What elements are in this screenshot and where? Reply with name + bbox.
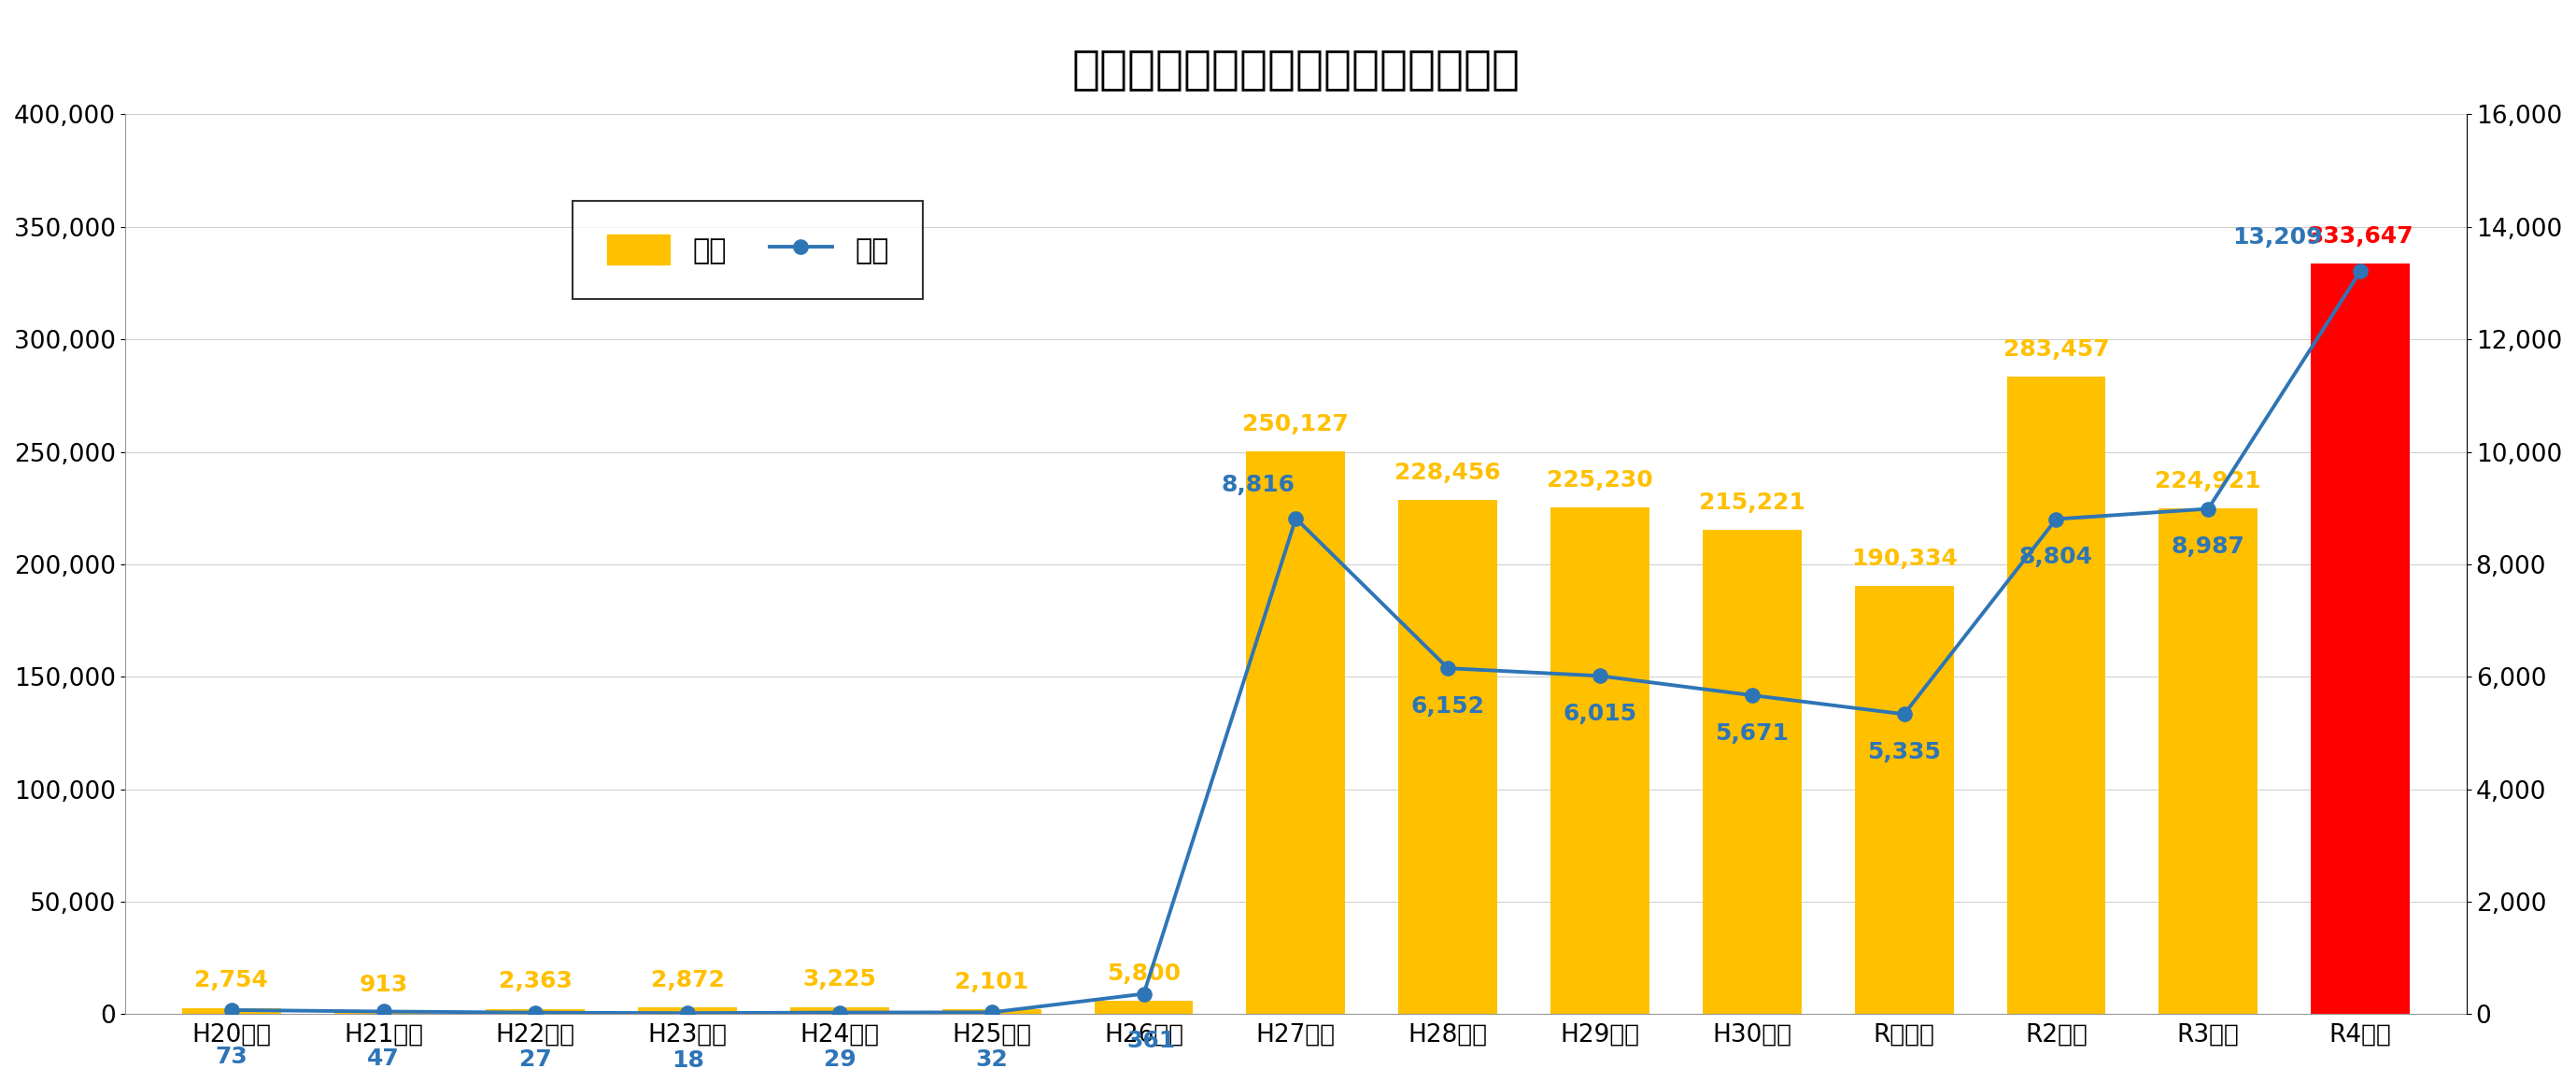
Text: 73: 73 [216, 1046, 247, 1069]
Text: 250,127: 250,127 [1242, 413, 1350, 435]
Bar [1247, 452, 1345, 1014]
Text: 5,335: 5,335 [1868, 741, 1940, 764]
Title: 制度開始以降の寄付件数・寄付金額: 制度開始以降の寄付件数・寄付金額 [1072, 47, 1520, 91]
Text: 27: 27 [520, 1048, 551, 1071]
Bar [1551, 508, 1649, 1014]
Text: 29: 29 [824, 1048, 855, 1071]
Text: 18: 18 [672, 1049, 703, 1071]
Bar [183, 1008, 281, 1014]
Bar [335, 1013, 433, 1014]
Text: 224,921: 224,921 [2156, 470, 2262, 492]
Text: 6,015: 6,015 [1564, 703, 1636, 726]
Bar [639, 1007, 737, 1014]
Bar [1399, 500, 1497, 1014]
Text: 2,363: 2,363 [500, 970, 572, 993]
Text: 2,754: 2,754 [196, 969, 268, 992]
Bar [1703, 530, 1801, 1014]
Text: 13,209: 13,209 [2233, 226, 2324, 249]
Text: 32: 32 [976, 1048, 1007, 1071]
Bar [2159, 508, 2257, 1014]
Text: 190,334: 190,334 [1852, 547, 1958, 570]
Text: 3,225: 3,225 [804, 968, 876, 991]
Bar [1095, 1001, 1193, 1014]
Text: 225,230: 225,230 [1546, 469, 1654, 492]
Text: 8,804: 8,804 [2020, 546, 2094, 569]
Text: 6,152: 6,152 [1412, 695, 1484, 718]
Text: 8,987: 8,987 [2172, 536, 2246, 558]
Bar [2007, 377, 2105, 1014]
Text: 228,456: 228,456 [1394, 461, 1502, 484]
Bar [487, 1009, 585, 1014]
Text: 47: 47 [368, 1047, 399, 1070]
Text: 333,647: 333,647 [2308, 225, 2414, 248]
Bar [791, 1007, 889, 1014]
Text: 8,816: 8,816 [1221, 473, 1296, 496]
Legend: 金額, 件数: 金額, 件数 [572, 200, 922, 299]
Text: 361: 361 [1126, 1030, 1175, 1053]
Text: 2,101: 2,101 [956, 970, 1028, 993]
Bar [2311, 263, 2409, 1014]
Text: 5,800: 5,800 [1108, 963, 1180, 984]
Text: 913: 913 [358, 974, 407, 996]
Text: 2,872: 2,872 [652, 969, 724, 991]
Bar [943, 1009, 1041, 1014]
Text: 215,221: 215,221 [1698, 492, 1806, 513]
Bar [1855, 586, 1953, 1014]
Text: 283,457: 283,457 [2004, 338, 2110, 361]
Text: 5,671: 5,671 [1716, 722, 1788, 745]
